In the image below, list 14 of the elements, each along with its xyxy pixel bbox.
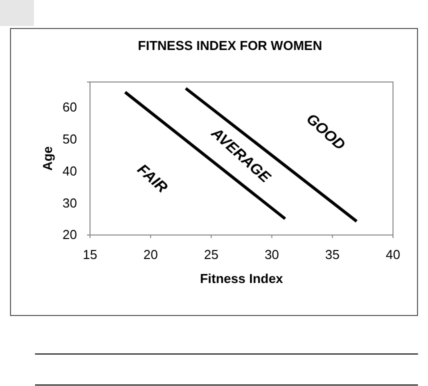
x-tick-label: 20	[143, 247, 158, 262]
y-axis-title: Age	[40, 146, 55, 171]
y-tick-label: 40	[62, 163, 77, 178]
x-tick-label: 30	[264, 247, 280, 262]
x-tick-label: 25	[204, 247, 218, 262]
x-tick-label: 35	[325, 247, 340, 262]
x-tick-label: 40	[386, 247, 400, 262]
y-tick-label: 20	[62, 227, 77, 242]
y-tick-label: 60	[62, 100, 77, 115]
x-axis-title: Fitness Index	[200, 271, 284, 286]
chart-title: FITNESS INDEX FOR WOMEN	[138, 38, 322, 53]
x-tick-label: 15	[82, 247, 98, 262]
y-tick-label: 30	[62, 195, 77, 210]
y-tick-label: 50	[62, 132, 77, 147]
